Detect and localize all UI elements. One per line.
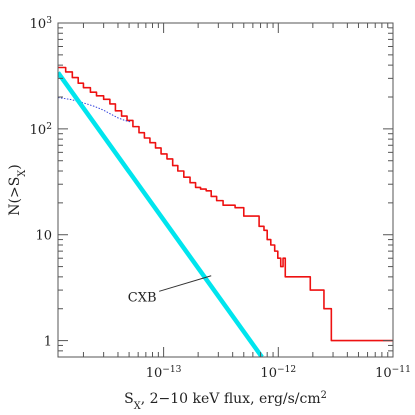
series-0-line: [58, 66, 393, 342]
series-2-line: [58, 71, 264, 357]
series-layer: [58, 66, 393, 357]
y-tick-label: 102: [30, 122, 52, 138]
y-tick-label: 103: [30, 16, 53, 32]
series-1-line: [58, 96, 132, 123]
x-tick-label: 10−13: [146, 365, 182, 381]
annotation-layer: CXB: [128, 275, 212, 305]
y-axis-label: N(>SX): [7, 164, 28, 216]
tick-layer: [58, 22, 394, 358]
y-tick-label: 10: [35, 229, 52, 244]
x-axis-label: SX, 2−10 keV flux, erg/s/cm2: [124, 390, 327, 412]
x-tick-label: 10−12: [260, 365, 296, 381]
cxb-pointer-line: [159, 275, 212, 292]
label-layer: 10−13 10−12 10−11 1 10 102 103 SX, 2−10 keV flu…: [7, 16, 411, 412]
x-tick-label: 10−11: [375, 365, 411, 381]
plot-frame: [57, 22, 394, 358]
cxb-annotation-label: CXB: [128, 290, 157, 305]
y-tick-label: 1: [44, 335, 52, 350]
